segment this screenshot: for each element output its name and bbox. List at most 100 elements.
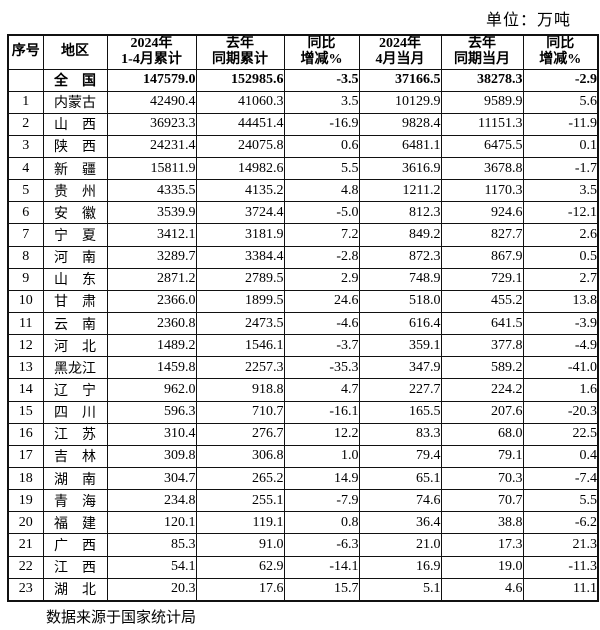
region-name: 山 东 xyxy=(42,267,108,291)
yoy-ytd-value: 7.2 xyxy=(283,223,360,247)
header-line: 2024年 xyxy=(379,36,421,52)
month-2024-value: 74.6 xyxy=(358,489,442,513)
ytd-2024-value: 42490.4 xyxy=(106,90,197,114)
header-line: 去年 xyxy=(226,36,254,52)
yoy-month-value: 3.5 xyxy=(522,179,599,203)
month-2024-value: 5.1 xyxy=(358,577,442,602)
row-serial: 10 xyxy=(7,289,44,314)
yoy-month-value: 22.5 xyxy=(522,422,599,446)
header-line: 增减% xyxy=(300,52,343,68)
ytd-2024-value: 3412.1 xyxy=(106,223,197,247)
ytd-2024-value: 234.8 xyxy=(106,489,197,513)
ytd-last-year-value: 265.2 xyxy=(195,467,285,491)
region-name: 全 国 xyxy=(42,68,108,92)
region-name: 吉 林 xyxy=(42,444,108,469)
header-month-2024: 2024年 4月当月 xyxy=(358,34,442,70)
month-2024-value: 227.7 xyxy=(358,378,442,402)
region-name: 辽 宁 xyxy=(42,378,108,402)
yoy-ytd-value: -5.0 xyxy=(283,201,360,225)
ytd-last-year-value: 2257.3 xyxy=(195,356,285,380)
month-last-year-value: 1170.3 xyxy=(440,179,524,203)
yoy-ytd-value: -16.1 xyxy=(283,400,360,424)
ytd-2024-value: 4335.5 xyxy=(106,179,197,203)
header-line: 同期累计 xyxy=(212,52,268,68)
month-last-year-value: 589.2 xyxy=(440,356,524,380)
month-2024-value: 65.1 xyxy=(358,467,442,491)
row-serial: 2 xyxy=(7,112,44,136)
yoy-month-value: 1.6 xyxy=(522,378,599,402)
row-serial: 6 xyxy=(7,201,44,225)
ytd-last-year-value: 255.1 xyxy=(195,489,285,513)
month-2024-value: 359.1 xyxy=(358,334,442,358)
row-serial: 12 xyxy=(7,334,44,358)
ytd-2024-value: 1459.8 xyxy=(106,356,197,380)
yoy-month-value: -41.0 xyxy=(522,356,599,380)
ytd-2024-value: 36923.3 xyxy=(106,112,197,136)
region-name: 湖 北 xyxy=(42,577,108,602)
header-line: 去年 xyxy=(468,36,496,52)
region-name: 福 建 xyxy=(42,511,108,535)
yoy-month-value: 21.3 xyxy=(522,533,599,557)
ytd-2024-value: 3289.7 xyxy=(106,245,197,269)
table-row: 21 广 西 85.3 91.0 -6.3 21.0 17.3 21.3 xyxy=(7,533,599,557)
month-last-year-value: 729.1 xyxy=(440,267,524,291)
month-last-year-value: 4.6 xyxy=(440,577,524,602)
ytd-2024-value: 309.8 xyxy=(106,444,197,469)
yoy-ytd-value: 3.5 xyxy=(283,90,360,114)
table-row: 16 江 苏 310.4 276.7 12.2 83.3 68.0 22.5 xyxy=(7,422,599,446)
region-name: 甘 肃 xyxy=(42,289,108,314)
header-line: 4月当月 xyxy=(375,52,425,68)
ytd-last-year-value: 91.0 xyxy=(195,533,285,557)
row-serial: 14 xyxy=(7,378,44,402)
region-name: 黑龙江 xyxy=(42,356,108,380)
yoy-ytd-value: 14.9 xyxy=(283,467,360,491)
month-last-year-value: 70.3 xyxy=(440,467,524,491)
ytd-last-year-value: 41060.3 xyxy=(195,90,285,114)
row-serial: 11 xyxy=(7,312,44,336)
ytd-last-year-value: 4135.2 xyxy=(195,179,285,203)
row-serial: 20 xyxy=(7,511,44,535)
month-2024-value: 748.9 xyxy=(358,267,442,291)
ytd-last-year-value: 3181.9 xyxy=(195,223,285,247)
header-ytd-2024: 2024年 1-4月累计 xyxy=(106,34,197,70)
yoy-ytd-value: 0.8 xyxy=(283,511,360,535)
table-row: 20 福 建 120.1 119.1 0.8 36.4 38.8 -6.2 xyxy=(7,511,599,535)
region-name: 山 西 xyxy=(42,112,108,136)
table-row: 22 江 西 54.1 62.9 -14.1 16.9 19.0 -11.3 xyxy=(7,555,599,579)
region-name: 贵 州 xyxy=(42,179,108,203)
region-name: 新 疆 xyxy=(42,157,108,181)
ytd-last-year-value: 24075.8 xyxy=(195,134,285,159)
table-row: 19 青 海 234.8 255.1 -7.9 74.6 70.7 5.5 xyxy=(7,489,599,513)
header-line: 1-4月累计 xyxy=(121,52,182,68)
header-yoy-month: 同比 增减% xyxy=(522,34,599,70)
yoy-month-value: 0.5 xyxy=(522,245,599,269)
month-last-year-value: 68.0 xyxy=(440,422,524,446)
header-line: 增减% xyxy=(539,52,582,68)
header-line: 2024年 xyxy=(130,36,173,52)
month-2024-value: 6481.1 xyxy=(358,134,442,159)
row-serial: 18 xyxy=(7,467,44,491)
ytd-last-year-value: 2473.5 xyxy=(195,312,285,336)
ytd-2024-value: 2360.8 xyxy=(106,312,197,336)
month-last-year-value: 377.8 xyxy=(440,334,524,358)
row-serial: 16 xyxy=(7,422,44,446)
ytd-last-year-value: 710.7 xyxy=(195,400,285,424)
month-2024-value: 812.3 xyxy=(358,201,442,225)
row-serial: 17 xyxy=(7,444,44,469)
row-serial: 15 xyxy=(7,400,44,424)
yoy-month-value: -6.2 xyxy=(522,511,599,535)
month-2024-value: 79.4 xyxy=(358,444,442,469)
month-last-year-value: 924.6 xyxy=(440,201,524,225)
region-name: 宁 夏 xyxy=(42,223,108,247)
table-row: 17 吉 林 309.8 306.8 1.0 79.4 79.1 0.4 xyxy=(7,444,599,469)
region-name: 江 西 xyxy=(42,555,108,579)
region-name: 云 南 xyxy=(42,312,108,336)
header-line: 地区 xyxy=(61,44,89,60)
ytd-last-year-value: 17.6 xyxy=(195,577,285,602)
yoy-ytd-value: -7.9 xyxy=(283,489,360,513)
yoy-month-value: 11.1 xyxy=(522,577,599,602)
region-name: 四 川 xyxy=(42,400,108,424)
